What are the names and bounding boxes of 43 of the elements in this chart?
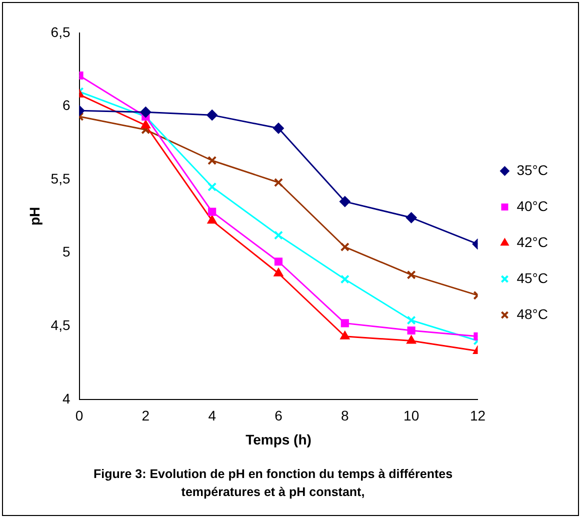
legend-label: 42°C (516, 234, 548, 250)
x-tick-label: 8 (341, 408, 349, 424)
point (140, 106, 152, 118)
point (274, 268, 284, 276)
x-tick-label: 4 (208, 408, 216, 424)
y-tick-label: 4 (62, 390, 70, 406)
y-axis-title: pH (26, 206, 42, 226)
x-tick-label: 0 (75, 408, 84, 424)
point (208, 156, 217, 166)
x-axis-title: Temps (h) (246, 431, 312, 448)
point (407, 326, 416, 335)
point (339, 196, 350, 208)
legend-label: 40°C (516, 198, 548, 214)
point (274, 230, 284, 240)
point (272, 122, 284, 134)
caption: Figure 3: Evolution de pH en fonction du temps à différentes températures et à pH constant, (92, 466, 454, 501)
point (340, 274, 350, 284)
point (406, 212, 417, 224)
legend-label: 45°C (516, 270, 548, 286)
legend-label: 35°C (516, 162, 548, 178)
point (406, 316, 416, 325)
y-tick-label: 6,5 (50, 24, 70, 40)
point (274, 178, 284, 188)
point (340, 319, 349, 328)
point (208, 208, 216, 216)
x-tick-label: 6 (274, 408, 283, 424)
point (208, 182, 217, 192)
y-tick-label: 5 (62, 244, 70, 260)
y-tick-label: 4,5 (50, 316, 70, 333)
x-tick-label: 10 (404, 408, 420, 424)
point (406, 270, 416, 280)
point (274, 258, 283, 266)
point (340, 242, 350, 252)
x-tick-label: 12 (470, 408, 486, 424)
y-tick-label: 5,5 (50, 170, 70, 186)
legend-label: 48°C (516, 306, 548, 322)
point (406, 335, 416, 344)
x-tick-label: 2 (142, 408, 150, 424)
point (340, 330, 350, 340)
point (207, 215, 217, 224)
y-tick-label: 6 (62, 97, 70, 114)
point (206, 110, 218, 121)
point (140, 120, 150, 128)
